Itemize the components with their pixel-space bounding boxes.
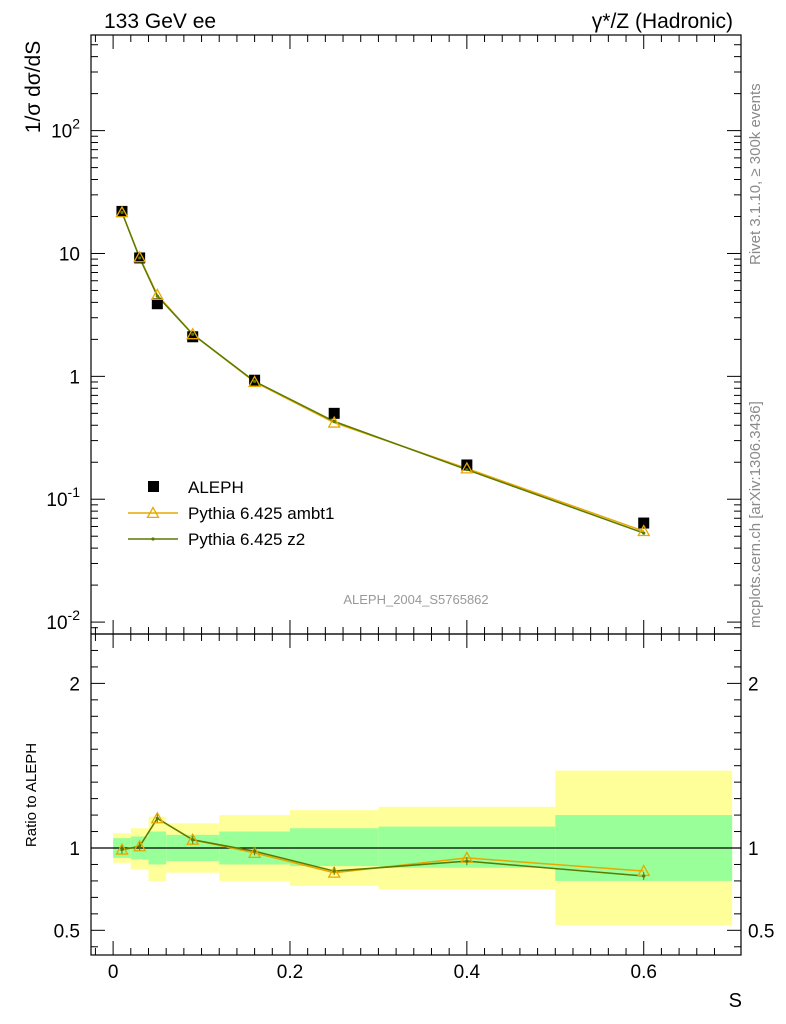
aleph-point	[328, 407, 340, 419]
ratio-y-tick-label-right: 1	[748, 839, 759, 860]
ratio-band-inner	[289, 828, 379, 867]
aleph-point	[638, 517, 650, 529]
ratio-series	[115, 811, 651, 880]
legend-ambt1-marker	[146, 506, 160, 519]
ratio-plot: 0.5 0.5 1 1 2 2 0 0.2 0.4 0.6 Ratio to ALEPH S	[23, 633, 774, 1012]
ratio-ambt1-point	[248, 846, 262, 858]
z2-point	[465, 468, 469, 472]
main-ylabel: 1/σ dσ/dS	[22, 41, 45, 133]
z2-point	[253, 379, 257, 383]
main-y-tick-label: 102	[51, 116, 80, 143]
z2-point	[332, 419, 336, 423]
ratio-ambt1-point	[115, 842, 129, 855]
legend-z2-marker	[151, 537, 155, 541]
right-title: γ*/Z (Hadronic)	[592, 10, 733, 33]
ratio-y-tick-label-left: 2	[69, 674, 80, 695]
ratio-y-tick-label-right: 0.5	[748, 921, 774, 942]
legend-entry: Pythia 6.425 z2	[188, 530, 305, 549]
z2-point	[155, 294, 159, 298]
ambt1-point	[637, 524, 651, 537]
ambt1-point	[460, 461, 474, 474]
ratio-z2-line	[121, 817, 644, 877]
x-tick-label: 0.4	[454, 962, 481, 983]
ratio-ambt1-point	[150, 811, 164, 824]
analysis-label: ALEPH_2004_S5765862	[343, 592, 488, 607]
aleph-point	[187, 331, 199, 343]
x-axis-label: S	[729, 990, 742, 1012]
rivet-label: Rivet 3.1.10, ≥ 300k events	[747, 83, 764, 265]
ratio-y-tick-label-right: 2	[748, 674, 759, 695]
ratio-y-tick-label-left: 0.5	[54, 921, 80, 942]
main-axes: 10-2 10-1 1 10 102	[46, 34, 742, 635]
ambt1-point	[186, 327, 200, 340]
main-markers	[115, 205, 651, 537]
ratio-y-tick-label-left: 1	[69, 839, 80, 860]
ambt1-point	[150, 288, 164, 300]
main-y-tick-label: 10-2	[46, 607, 80, 634]
legend-entry: Pythia 6.425 ambt1	[188, 504, 334, 523]
ambt1-point	[248, 375, 262, 388]
ratio-ambt1-point	[133, 839, 147, 852]
legend-entry: ALEPH	[188, 478, 244, 497]
z2-point	[191, 332, 195, 336]
left-title: 133 GeV ee	[104, 10, 216, 33]
ratio-ambt1-point	[327, 865, 341, 878]
ambt1-point	[327, 415, 341, 428]
legend: ALEPH Pythia 6.425 ambt1 Pythia 6.425 z2	[128, 478, 334, 549]
ambt1-point	[133, 250, 147, 263]
ambt1-point	[115, 205, 129, 218]
aleph-point	[461, 459, 473, 471]
main-y-tick-label: 10	[59, 244, 80, 265]
mcplots-label: mcplots.cern.ch [arXiv:1306.3436]	[747, 401, 764, 628]
z2-line	[121, 212, 644, 534]
main-y-tick-label: 10-1	[46, 484, 80, 511]
z2-point	[120, 210, 124, 214]
z2-point	[642, 531, 646, 535]
z2-point	[138, 256, 142, 260]
ratio-axes: 0.5 0.5 1 1 2 2 0 0.2 0.4 0.6	[54, 633, 774, 983]
ratio-ylabel: Ratio to ALEPH	[23, 743, 40, 847]
main-series-lines	[121, 212, 644, 534]
ratio-bands	[91, 770, 741, 926]
legend-aleph-marker	[148, 481, 159, 492]
ratio-ambt1-point	[186, 832, 200, 845]
main-y-tick-label: 1	[69, 367, 80, 388]
x-tick-label: 0.6	[631, 962, 657, 983]
ratio-frame	[90, 633, 742, 956]
x-tick-label: 0	[108, 962, 119, 983]
aleph-point	[151, 298, 163, 310]
main-plot: 10-2 10-1 1 10 102 1/σ dσ/dS ALEPH_2004_S576…	[22, 34, 742, 635]
x-tick-label: 0.2	[277, 962, 303, 983]
